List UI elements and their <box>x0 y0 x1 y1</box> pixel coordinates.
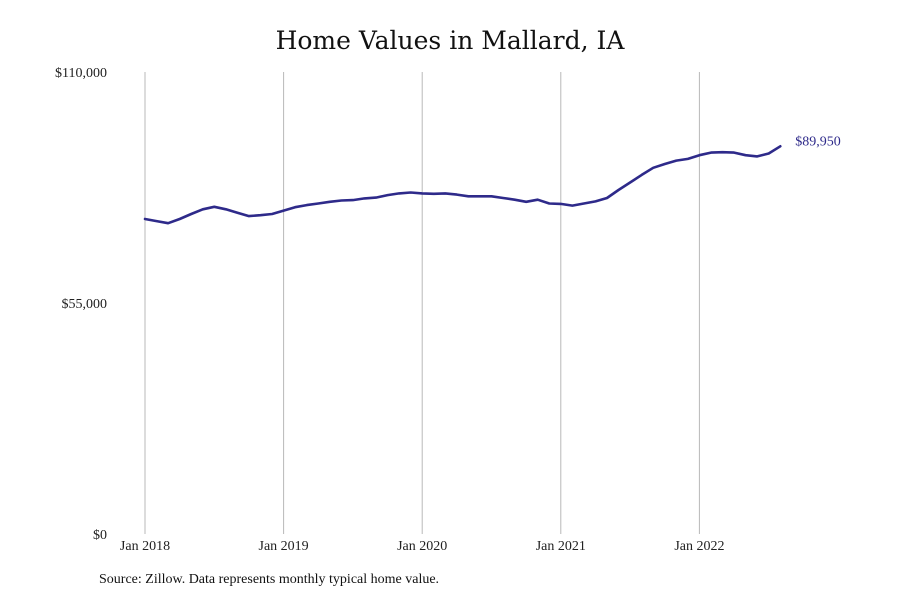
y-tick-label: $55,000 <box>62 297 108 312</box>
x-axis-ticks: Jan 2018 Jan 2019 Jan 2020 Jan 2021 Jan 2022 <box>120 539 725 554</box>
chart-title: Home Values in Mallard, IA <box>275 26 625 55</box>
x-tick-label: Jan 2022 <box>674 539 724 554</box>
series-line <box>143 145 782 225</box>
x-tick-label: Jan 2020 <box>397 539 447 554</box>
end-value-label: $89,950 <box>795 134 841 149</box>
y-tick-label: $0 <box>93 528 107 543</box>
y-axis-ticks: $110,000 $55,000 $0 <box>55 66 107 543</box>
grid-lines <box>144 72 700 534</box>
x-tick-label: Jan 2019 <box>259 539 309 554</box>
source-note: Source: Zillow. Data represents monthly … <box>99 572 440 587</box>
x-tick-label: Jan 2021 <box>536 539 586 554</box>
y-tick-label: $110,000 <box>55 66 107 81</box>
x-tick-label: Jan 2018 <box>120 539 170 554</box>
